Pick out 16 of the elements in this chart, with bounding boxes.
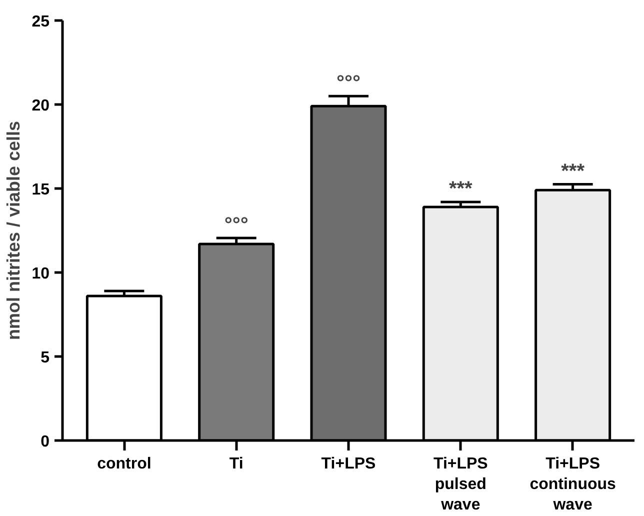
annotation: °°° — [224, 214, 248, 236]
annotation: °°° — [336, 72, 361, 94]
annotation: *** — [448, 178, 473, 200]
annotation: *** — [561, 160, 585, 182]
x-tick-label: Ti+LPS pulsed wave — [433, 456, 488, 514]
y-tick-label: 25 — [32, 14, 50, 30]
y-tick-label: 10 — [32, 266, 50, 282]
y-tick-label: 20 — [32, 98, 50, 114]
y-axis-title: nmol nitrites / viable cells — [4, 120, 24, 340]
x-tick-label: Ti — [229, 456, 244, 472]
y-tick-label: 15 — [32, 182, 50, 198]
y-tick-label: 5 — [40, 350, 50, 366]
x-tick-label: Ti+LPS — [321, 456, 376, 472]
x-tick-label: Ti+LPS continuous wave — [530, 456, 616, 514]
x-tick-label: control — [97, 456, 152, 472]
y-tick-label: 0 — [40, 434, 50, 450]
